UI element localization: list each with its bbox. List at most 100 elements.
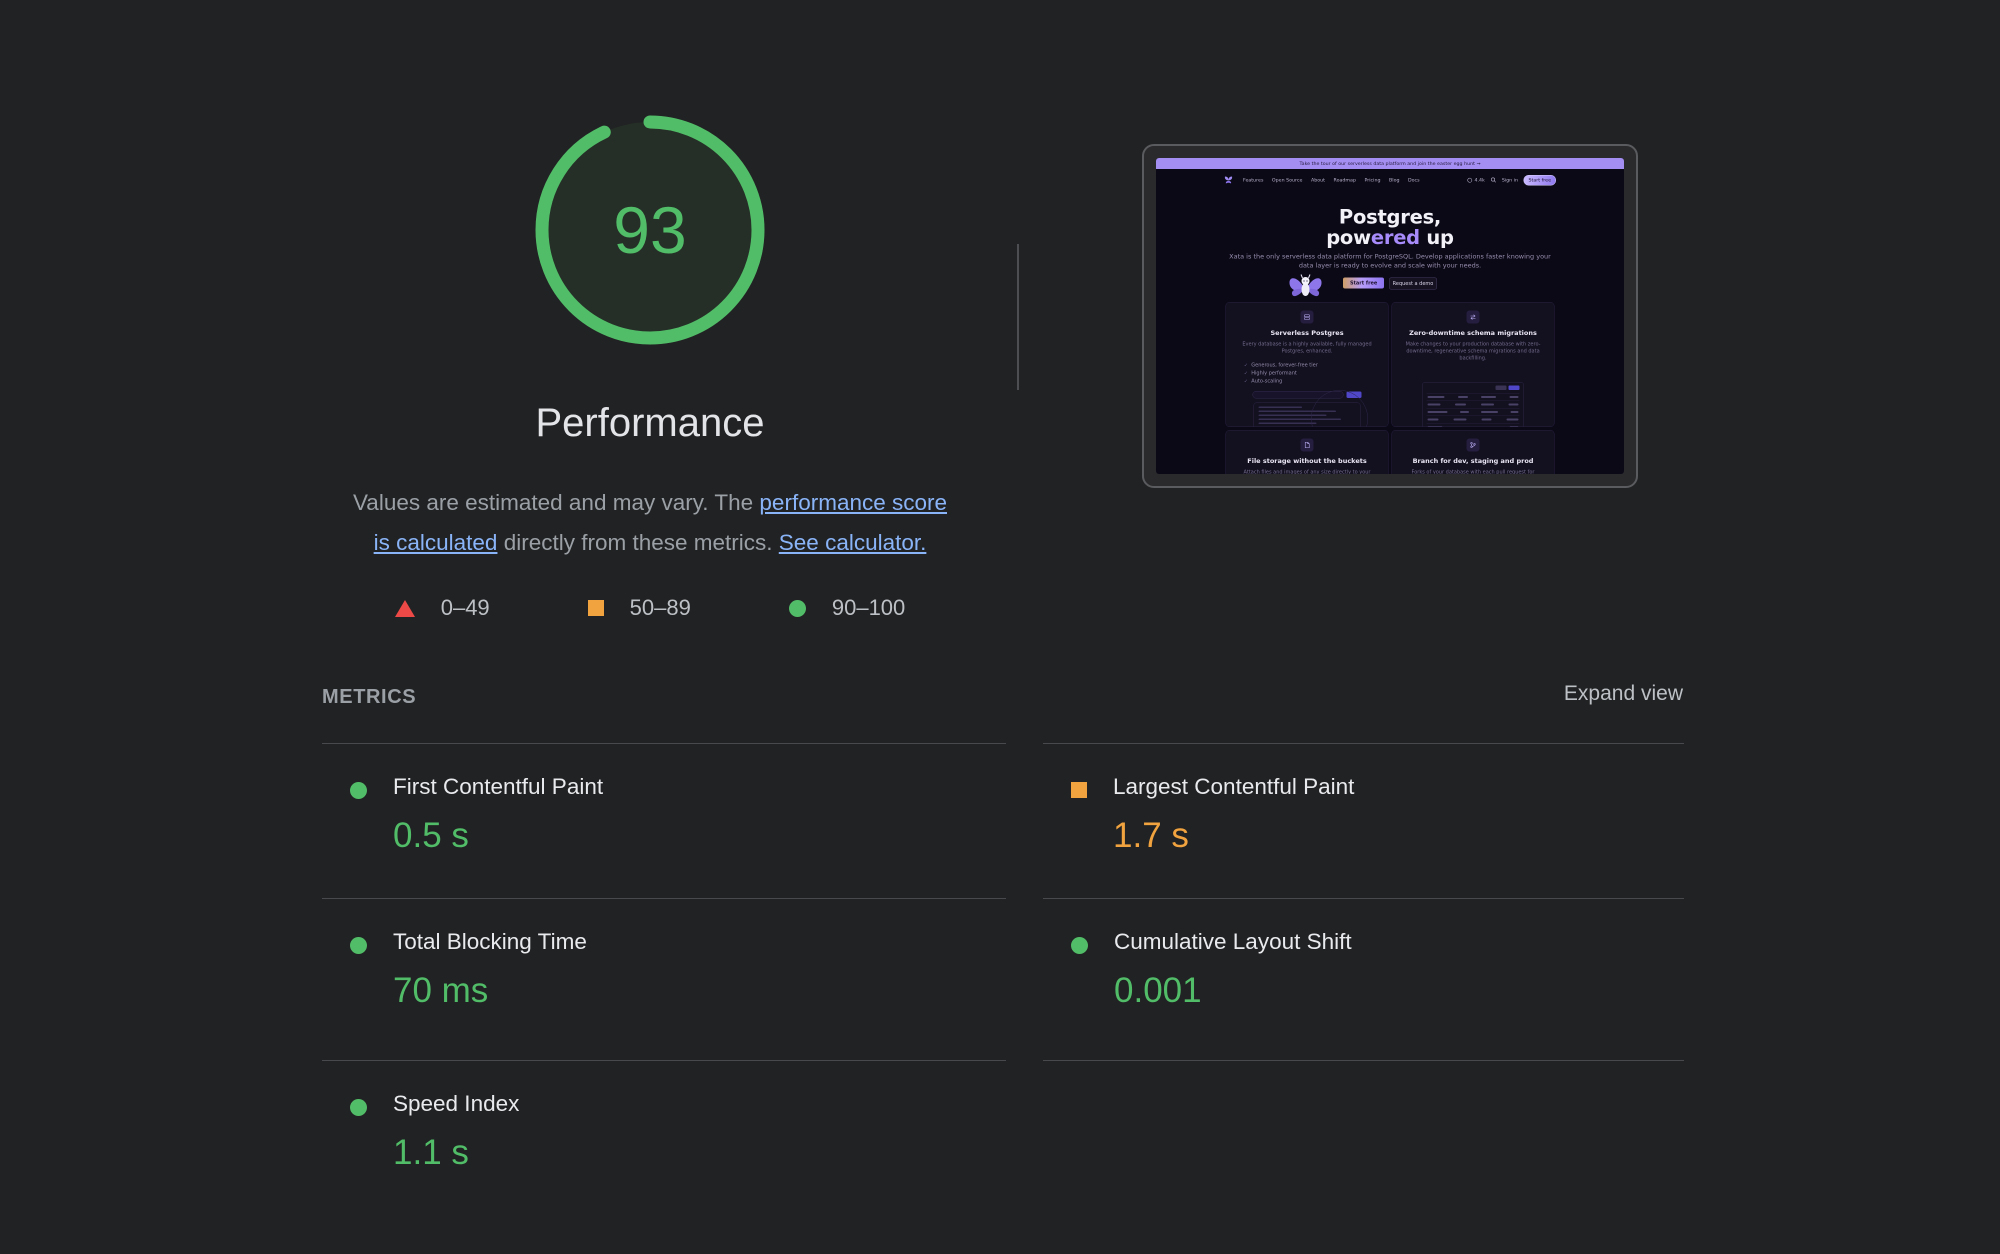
nav-item: Pricing	[1364, 177, 1381, 183]
hero-title-line2: powered up	[1156, 228, 1624, 249]
category-title: Performance	[535, 401, 765, 445]
feature-cards: Serverless Postgres Every database is a …	[1225, 302, 1555, 475]
final-screenshot-thumbnail: Take the tour of our serverless data pla…	[1142, 144, 1638, 488]
xata-logo-icon	[1224, 176, 1233, 184]
card-title: Zero-downtime schema migrations	[1409, 329, 1537, 338]
metric-value: 0.5 s	[393, 816, 469, 855]
metric-total-blocking-time: Total Blocking Time 70 ms	[322, 898, 1006, 1060]
screenshot-site-content: Take the tour of our serverless data pla…	[1156, 158, 1624, 474]
good-circle-icon	[1071, 937, 1088, 954]
description-text-2: directly from these metrics.	[497, 530, 779, 555]
github-icon	[1467, 177, 1473, 183]
metric-first-contentful-paint: First Contentful Paint 0.5 s	[322, 743, 1006, 898]
legend-good: 90–100	[788, 595, 906, 621]
nav-item: Features	[1243, 177, 1264, 183]
see-calculator-link[interactable]: See calculator.	[778, 530, 927, 555]
checklist-item: ✓ Highly performant	[1244, 370, 1378, 378]
good-circle-icon	[788, 599, 806, 617]
average-square-icon	[587, 600, 604, 616]
checklist-text: Auto-scaling	[1251, 378, 1283, 385]
legend-poor: 0–49	[394, 595, 490, 621]
nav-items: Features Open Source About Roadmap Prici…	[1243, 177, 1420, 183]
card-title: Serverless Postgres	[1270, 329, 1344, 338]
arrows-swap-icon	[1466, 310, 1480, 324]
card-title: File storage without the buckets	[1247, 457, 1367, 466]
announcement-banner: Take the tour of our serverless data pla…	[1156, 158, 1624, 169]
card-title: Branch for dev, staging and prod	[1412, 457, 1534, 466]
metric-name: Largest Contentful Paint	[1113, 774, 1355, 799]
screenshot-site: Take the tour of our serverless data pla…	[1156, 158, 1624, 474]
feature-card-file-storage: File storage without the buckets Attach …	[1225, 430, 1389, 475]
description-text-1: Values are estimated and may vary. The	[352, 490, 760, 515]
checklist-text: Highly performant	[1251, 370, 1297, 377]
file-icon	[1300, 438, 1314, 452]
feature-card-branching: Branch for dev, staging and prod Forks o…	[1391, 430, 1555, 475]
metric-value: 1.1 s	[393, 1133, 469, 1172]
description-line-2: is calculated directly from these metric…	[250, 523, 1050, 563]
github-star-count: 4.4k	[1474, 177, 1485, 183]
server-icon	[1300, 310, 1314, 324]
sign-in-link: Sign in	[1501, 177, 1519, 183]
check-icon: ✓	[1244, 371, 1248, 376]
score-legend: 0–49 50–89 90–100	[250, 595, 1050, 621]
butterfly-mascot-icon	[1287, 274, 1324, 303]
metric-name: Speed Index	[393, 1091, 520, 1116]
feature-card-schema-migrations: Zero-downtime schema migrations Make cha…	[1391, 302, 1555, 427]
good-circle-icon	[350, 937, 367, 954]
average-square-icon	[1071, 782, 1087, 798]
nav-item: Docs	[1407, 177, 1420, 183]
expand-view-button[interactable]: Expand view	[1563, 682, 1683, 705]
poor-triangle-icon	[394, 599, 415, 617]
check-icon: ✓	[1244, 379, 1248, 384]
card-description: Forks of your database with each pull re…	[1411, 469, 1535, 475]
description-line-1: Values are estimated and may vary. The p…	[250, 483, 1050, 523]
card-description: Attach files and images of any size dire…	[1243, 469, 1371, 475]
hero-title-accent: ered	[1370, 226, 1420, 249]
hero-subtitle: Xata is the only serverless data platfor…	[1229, 253, 1551, 270]
check-icon: ✓	[1244, 363, 1248, 368]
hero-buttons: Start free Request a demo	[1156, 277, 1624, 290]
metric-text: Cumulative Layout Shift 0.001	[1114, 929, 1352, 1060]
metric-value: 70 ms	[393, 971, 489, 1010]
metric-name: First Contentful Paint	[393, 774, 604, 799]
legend-good-range: 90–100	[831, 595, 906, 620]
good-circle-icon	[350, 782, 367, 799]
checklist-item: ✓ Generous, forever-free tier	[1244, 362, 1378, 370]
score-calculation-link-continued[interactable]: is calculated	[373, 530, 498, 555]
git-branch-icon	[1466, 438, 1480, 452]
code-block-sketch	[1253, 390, 1368, 427]
performance-gauge[interactable]: 93	[530, 110, 770, 350]
checklist-item: ✓ Auto-scaling	[1244, 378, 1378, 386]
nav-item: Roadmap	[1333, 177, 1356, 183]
github-stars: 4.4k	[1467, 177, 1485, 183]
hero-title-post: up	[1419, 226, 1454, 249]
legend-average-range: 50–89	[629, 595, 691, 620]
metric-cumulative-layout-shift: Cumulative Layout Shift 0.001	[1043, 898, 1684, 1061]
nav-cta-button: Start free	[1523, 174, 1556, 186]
table-sketch	[1422, 382, 1524, 427]
metric-name: Cumulative Layout Shift	[1114, 929, 1352, 954]
hero-secondary-button: Request a demo	[1389, 277, 1437, 290]
hero-title-pre: pow	[1326, 226, 1371, 249]
score-calculation-link[interactable]: performance score	[759, 490, 948, 515]
hero-primary-button: Start free	[1343, 277, 1385, 289]
metric-speed-index: Speed Index 1.1 s	[322, 1060, 1006, 1254]
nav-item: Blog	[1388, 177, 1400, 183]
gauge-arc-icon	[535, 115, 765, 345]
hero-title-line1: Postgres,	[1338, 206, 1442, 229]
legend-poor-range: 0–49	[440, 595, 490, 620]
column-divider	[1017, 244, 1019, 390]
score-description: Values are estimated and may vary. The p…	[250, 483, 1050, 563]
hero-title: Postgres, powered up	[1156, 207, 1624, 248]
card-description: Make changes to your production database…	[1405, 341, 1541, 362]
metric-text: Largest Contentful Paint 1.7 s	[1113, 774, 1354, 898]
card-description: Every database is a highly available, fu…	[1242, 341, 1372, 355]
nav-item: Open Source	[1271, 177, 1303, 183]
site-navbar: Features Open Source About Roadmap Prici…	[1224, 169, 1556, 191]
checklist-text: Generous, forever-free tier	[1251, 362, 1318, 369]
metric-value: 0.001	[1114, 971, 1202, 1010]
metric-text: Speed Index 1.1 s	[393, 1091, 519, 1254]
good-circle-icon	[350, 1099, 367, 1116]
performance-score: 93	[613, 193, 687, 267]
